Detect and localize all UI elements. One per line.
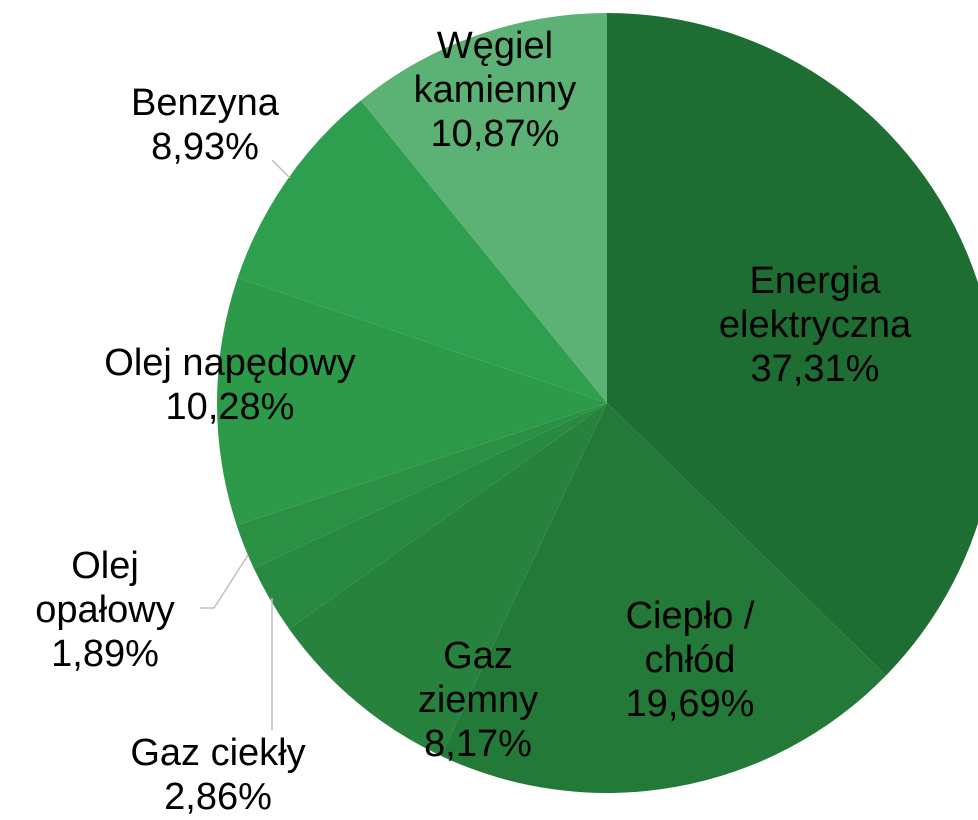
value-label: 10,28% <box>165 386 295 428</box>
category-label: Gaz ziemny <box>417 635 539 721</box>
pie-slice <box>607 13 978 676</box>
slice-label: Ciepło / chłód 19,69% <box>605 594 775 726</box>
slice-label: Olej napędowy 10,28% <box>60 341 400 429</box>
value-label: 1,89% <box>51 633 159 675</box>
pie-slice <box>217 277 607 526</box>
category-label: Węgiel kamienny <box>413 25 577 111</box>
value-label: 19,69% <box>625 683 755 725</box>
pie-slice <box>289 403 607 756</box>
category-label: Ciepło / chłód <box>625 595 755 681</box>
slice-label: Olej opałowy 1,89% <box>10 544 200 676</box>
slice-label: Węgiel kamienny 10,87% <box>390 24 600 156</box>
slice-label: Gaz ciekły 2,86% <box>68 731 368 819</box>
value-label: 2,86% <box>164 776 272 818</box>
category-label: Energia elektryczna <box>718 260 912 346</box>
pie-slice <box>440 403 887 793</box>
category-label: Olej opałowy <box>35 545 175 631</box>
slice-label: Energia elektryczna 37,31% <box>685 259 945 391</box>
value-label: 10,87% <box>430 113 560 155</box>
value-label: 8,17% <box>424 723 532 765</box>
pie-slice <box>253 403 608 629</box>
value-label: 37,31% <box>750 348 880 390</box>
value-label: 8,93% <box>151 126 259 168</box>
pie-slice <box>236 403 607 569</box>
leader-line <box>271 159 291 179</box>
category-label: Gaz ciekły <box>130 732 306 774</box>
pie-slice <box>360 13 607 403</box>
category-label: Olej napędowy <box>104 342 356 384</box>
category-label: Benzyna <box>131 82 279 124</box>
slice-label: Benzyna 8,93% <box>105 81 305 169</box>
slice-label: Gaz ziemny 8,17% <box>403 634 553 766</box>
pie-slice <box>237 100 608 404</box>
leader-line <box>200 554 249 609</box>
